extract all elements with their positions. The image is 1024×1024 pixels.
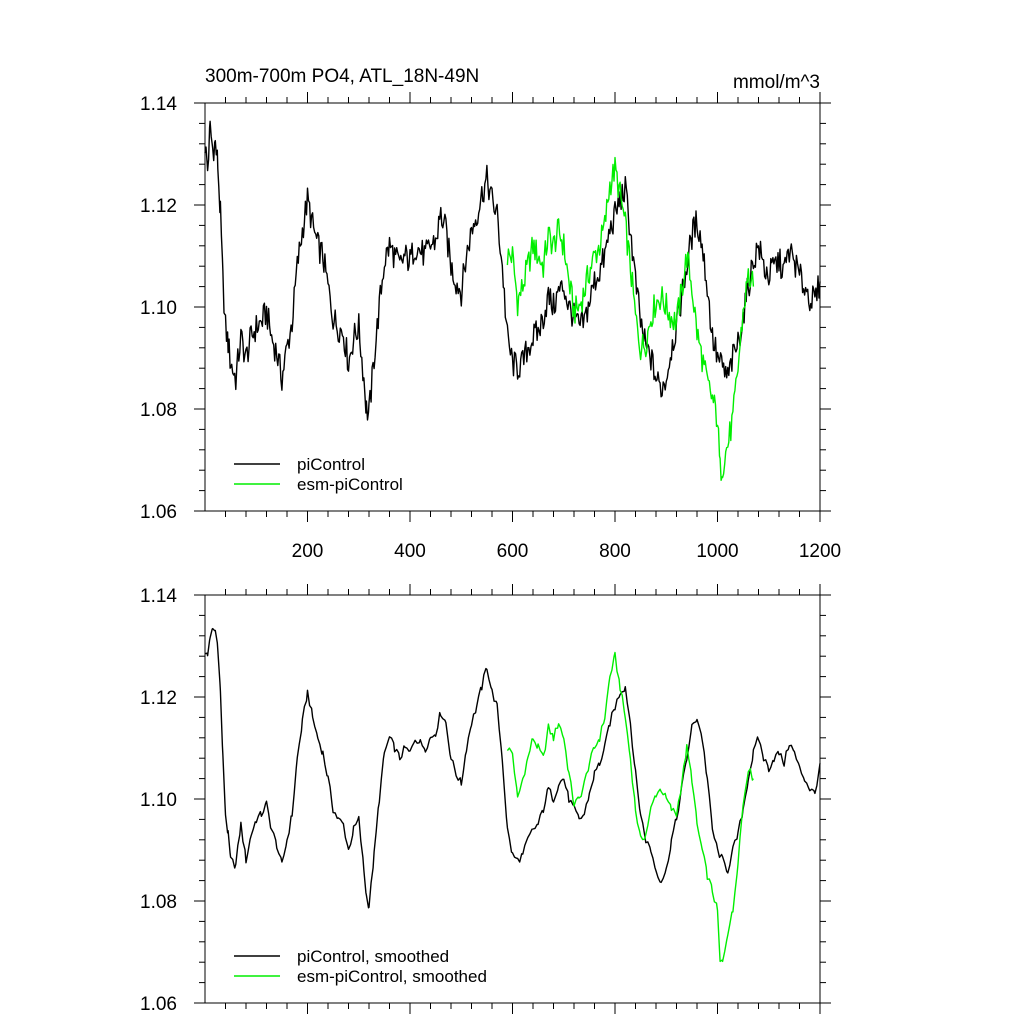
plot-frame [204,594,821,1004]
x-tick-label: 200 [292,541,324,562]
top-panel: 1.06 1.08 1.10 1.12 1.14 200 400 600 800 1000 1200… [140,92,841,562]
chart-title: 300m-700m PO4, ATL_18N-49N [205,66,479,87]
series-line-picontrol [204,120,821,421]
units-label: mmol/m^3 [733,72,820,93]
series-line-esm-picontrol [506,651,754,963]
x-tick-label: 800 [599,541,631,562]
legend-label: piControl [297,455,365,474]
y-tick-label: 1.08 [140,892,177,913]
x-tick-label: 600 [497,541,529,562]
x-tick-label: 400 [394,541,426,562]
legend-label: piControl, smoothed [297,947,449,966]
legend-label: esm-piControl [297,475,403,494]
series-line-picontrol [204,627,821,909]
x-tick-label: 1200 [799,541,841,562]
y-tick-label: 1.08 [140,400,177,421]
y-tick-label: 1.10 [140,298,177,319]
x-tick-label: 1000 [696,541,738,562]
series-line-esm-picontrol [506,156,755,481]
y-tick-label: 1.12 [140,688,177,709]
plot-frame [204,102,821,512]
y-tick-label: 1.12 [140,196,177,217]
y-tick-label: 1.06 [140,502,177,523]
y-tick-label: 1.14 [140,586,177,607]
y-tick-label: 1.10 [140,790,177,811]
y-tick-label: 1.06 [140,994,177,1015]
bottom-panel: 1.06 1.08 1.10 1.12 1.14 piControl, smoothede… [140,584,831,1015]
y-tick-label: 1.14 [140,94,177,115]
legend-label: esm-piControl, smoothed [297,967,487,986]
